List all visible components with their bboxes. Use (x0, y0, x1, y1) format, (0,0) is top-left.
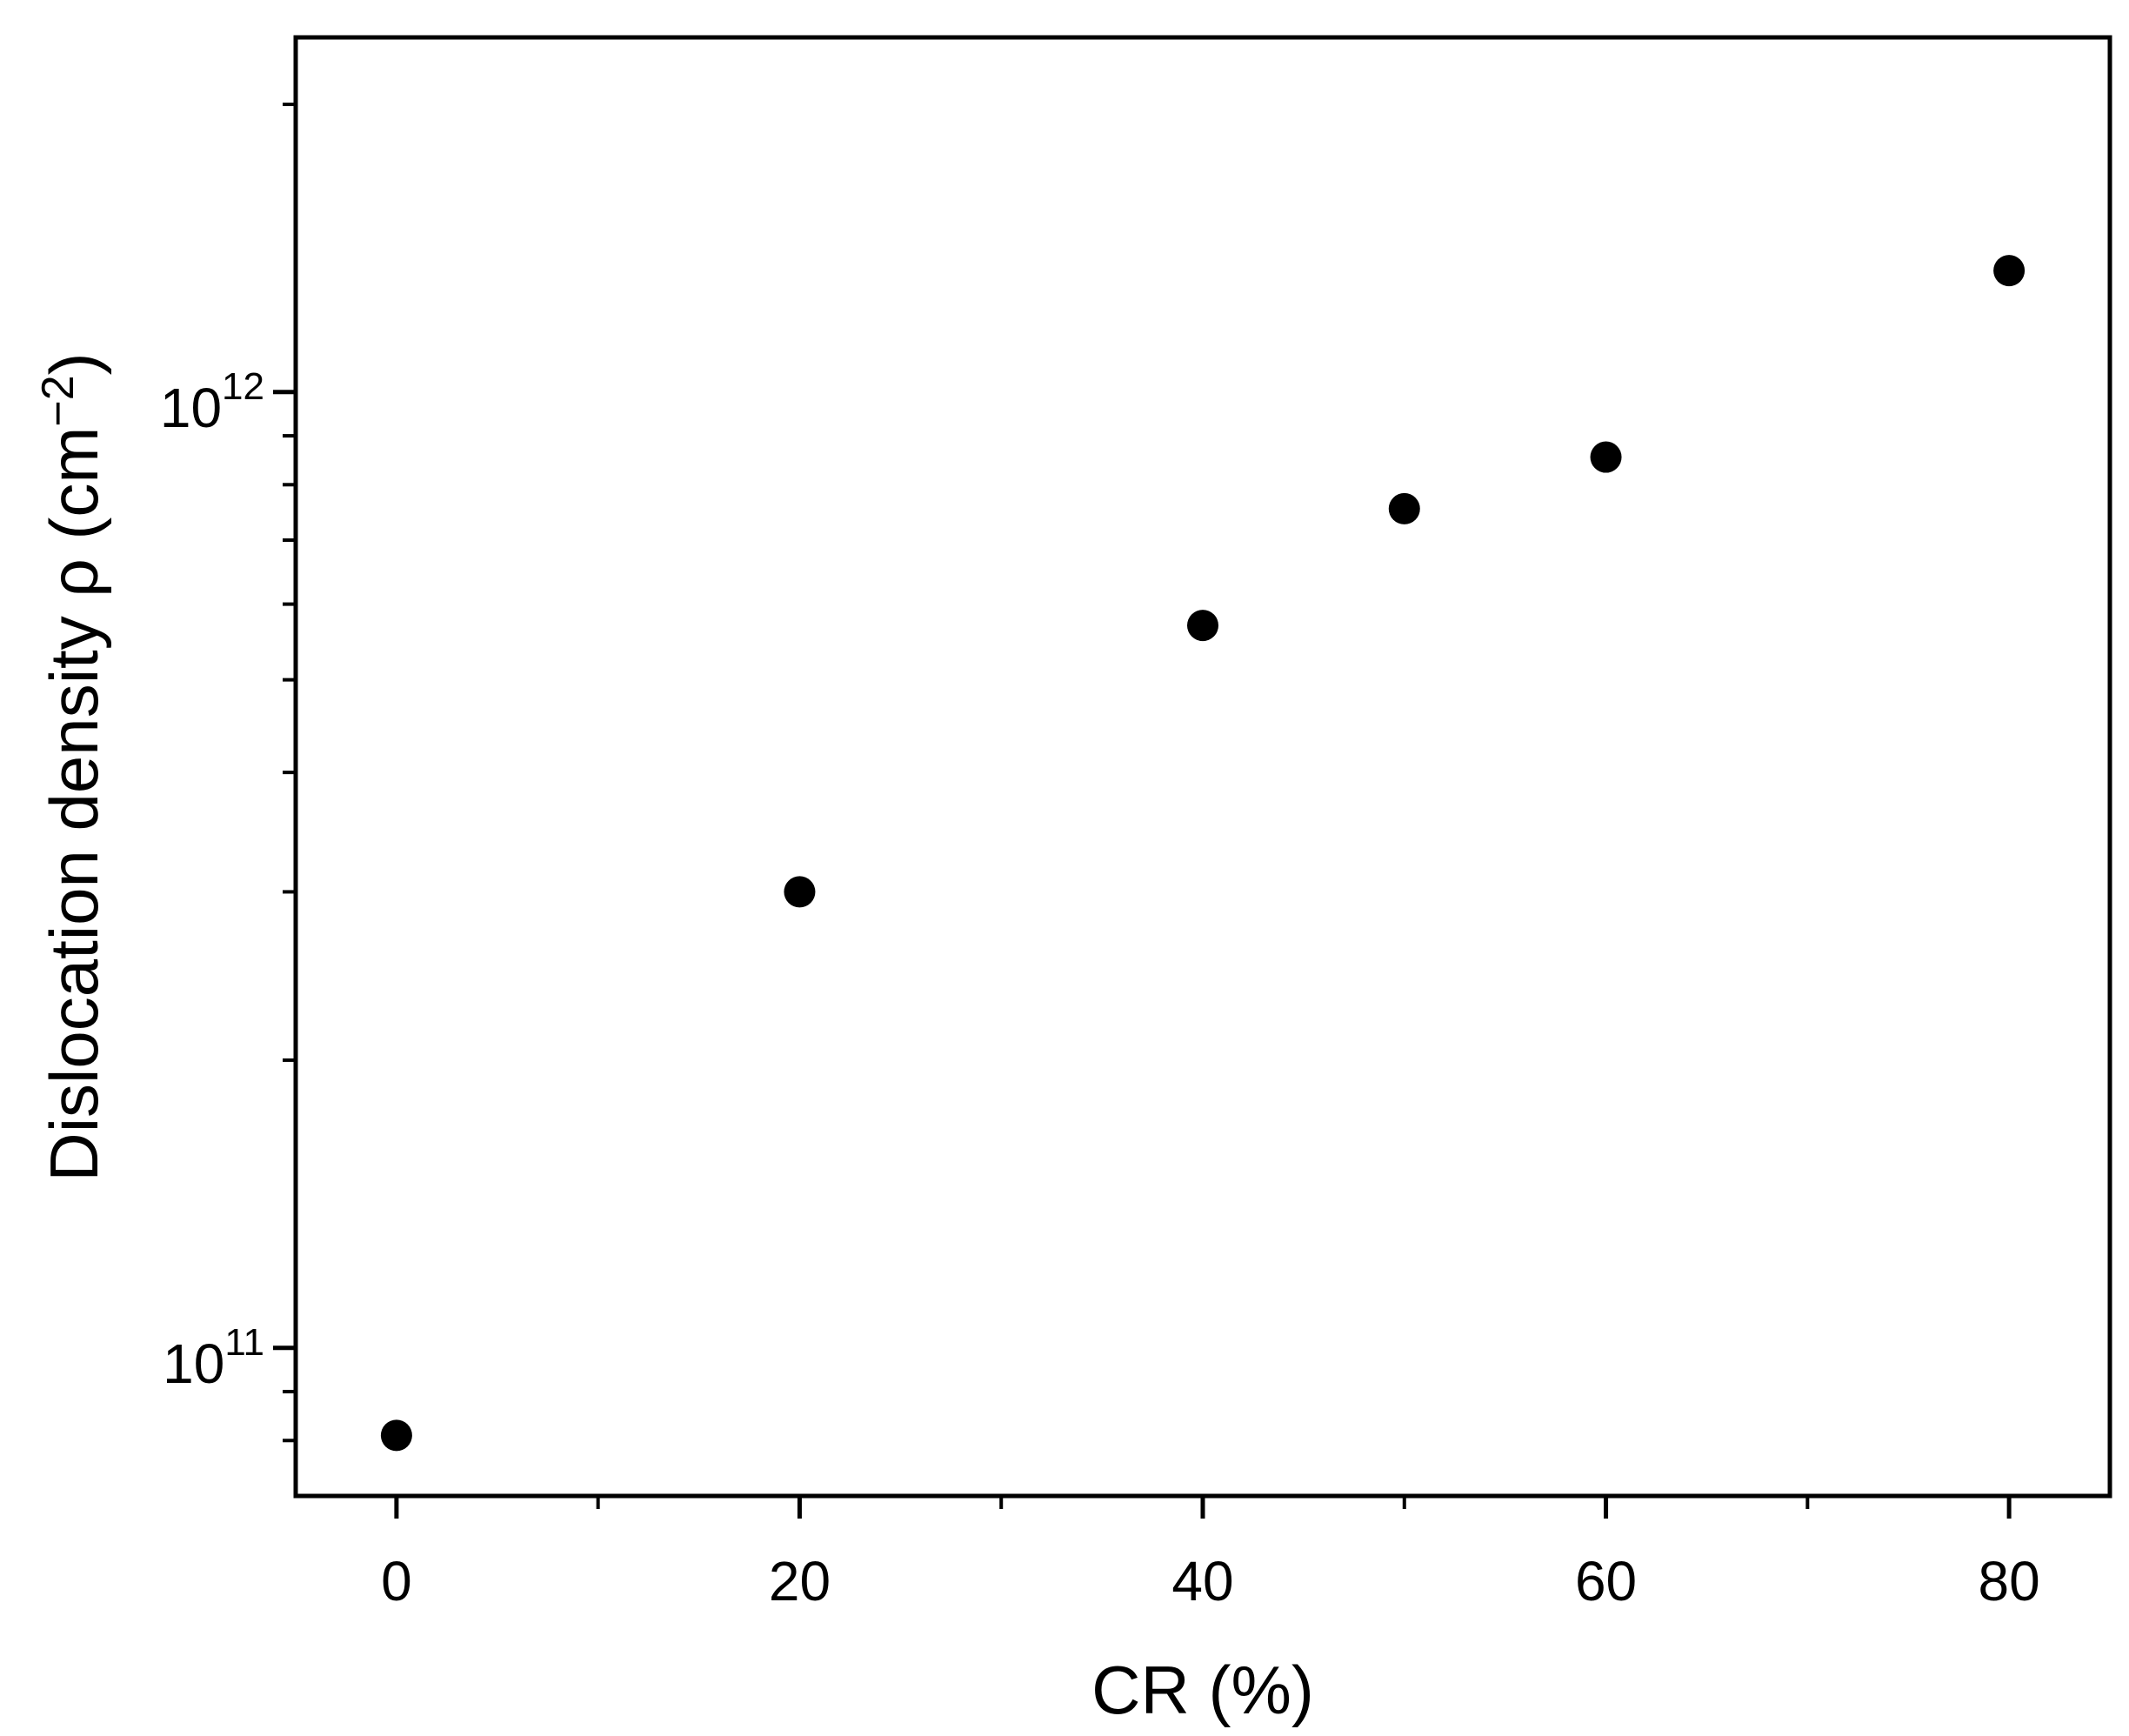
x-tick-label: 60 (1575, 1550, 1637, 1612)
y-tick-label-base: 10 (160, 377, 222, 439)
y-tick-label-base: 10 (163, 1332, 224, 1395)
plot-frame (293, 35, 2112, 1499)
x-tick-label: 20 (769, 1550, 831, 1612)
data-point (1590, 441, 1622, 473)
y-tick-label: 1012 (160, 365, 264, 439)
y-tick-label: 1011 (163, 1321, 264, 1395)
data-point (380, 1419, 412, 1452)
x-axis-label: CR (%) (1091, 1652, 1314, 1728)
x-tick-label: 0 (381, 1550, 412, 1612)
data-point (1187, 610, 1218, 642)
y-axis-label: Dislocation density ρ (cm−2) (33, 352, 112, 1181)
data-point (1993, 255, 2026, 287)
x-tick-label: 40 (1171, 1550, 1233, 1612)
y-tick-label-exponent: 12 (222, 365, 264, 408)
data-point (784, 876, 816, 908)
data-point (1388, 492, 1420, 524)
data-points (380, 255, 2026, 1452)
y-axis-label-main: Dislocation density ρ (cm (36, 427, 112, 1182)
y-axis-label-exponent: −2 (33, 375, 83, 426)
x-tick-label: 80 (1979, 1550, 2040, 1612)
y-axis-label-close: ) (36, 352, 112, 375)
y-tick-label-exponent: 11 (224, 1321, 264, 1364)
x-axis-ticks: 0 20 40 60 80 (381, 1496, 2040, 1612)
